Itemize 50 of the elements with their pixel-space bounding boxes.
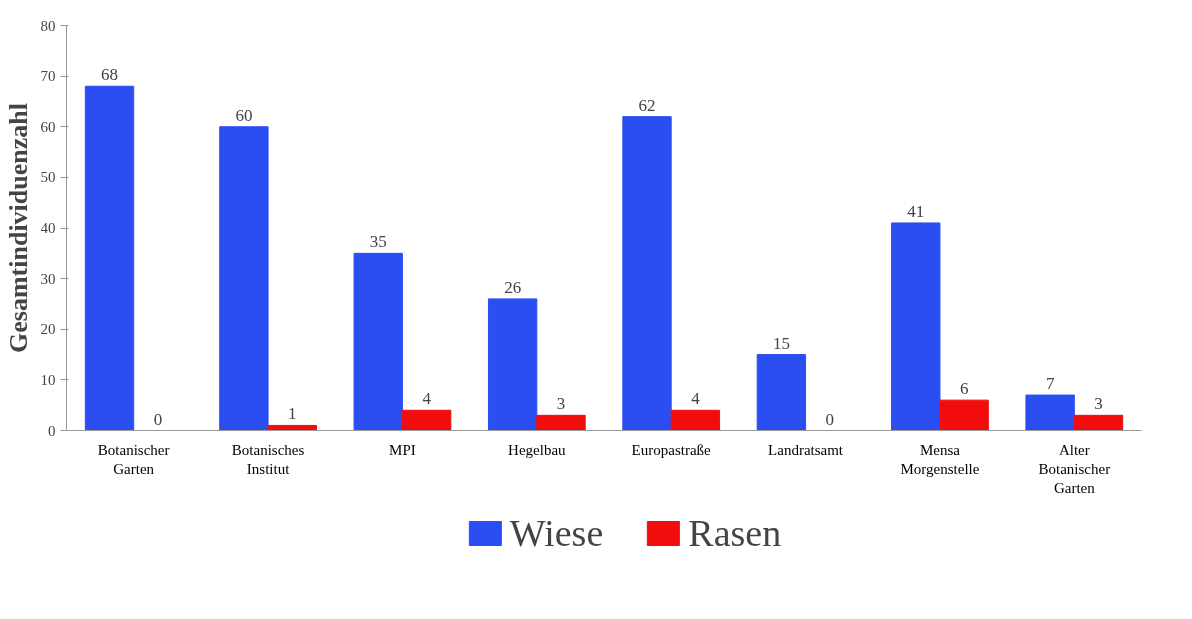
x-tick-label: Alter Botanischer Garten [1038, 441, 1111, 496]
data-label: 62 [638, 95, 656, 115]
bar [84, 85, 135, 431]
bar [1025, 394, 1075, 431]
x-tick-label: Botanischer Garten [97, 441, 170, 477]
data-label: 26 [504, 277, 522, 297]
x-tick-label: Mensa Morgenstelle [900, 441, 980, 477]
bar [1073, 414, 1124, 431]
data-label: 0 [825, 409, 834, 429]
y-tick-label: 10 [40, 371, 56, 388]
x-tick-label: Europastraße [631, 441, 712, 458]
data-label: 4 [691, 389, 701, 409]
data-label: 3 [1094, 394, 1103, 414]
y-tick-label: 30 [40, 270, 56, 287]
data-label: 3 [556, 394, 566, 414]
y-tick-label: 70 [40, 68, 56, 85]
x-tick-label: Hegelbau [508, 441, 567, 458]
y-tick-label: 40 [40, 220, 56, 236]
legend-label: Rasen [688, 511, 782, 555]
y-tick-label: 0 [48, 422, 56, 439]
bar [622, 116, 672, 431]
data-label: 60 [235, 105, 253, 125]
bar [756, 354, 807, 431]
data-label: 68 [101, 65, 118, 85]
bar [891, 222, 941, 431]
bar [939, 399, 989, 431]
data-label: 15 [772, 333, 790, 353]
legend-label: Wiese [509, 511, 604, 555]
y-tick-label: 50 [40, 169, 56, 186]
bar [487, 298, 538, 431]
bar [536, 414, 586, 431]
data-label: 35 [369, 232, 387, 252]
bar [353, 252, 403, 431]
data-label: 6 [959, 379, 969, 399]
x-tick-label: MPI [389, 441, 416, 458]
data-label: 4 [422, 389, 432, 409]
bar [219, 126, 269, 431]
y-tick-label: 80 [40, 17, 56, 34]
y-tick-label: 60 [40, 118, 56, 135]
data-label: 0 [153, 409, 163, 429]
x-tick-label: Botanisches Institut [231, 441, 305, 477]
y-axis-title: Gesamtindividuenzahl [3, 103, 33, 353]
data-label: 1 [288, 404, 297, 424]
y-tick-label: 20 [40, 321, 56, 338]
bar [401, 409, 452, 431]
x-tick-label: Landratsamt [768, 441, 844, 458]
bar [670, 409, 721, 431]
data-label: 7 [1045, 374, 1055, 394]
bar [267, 424, 317, 431]
data-label: 41 [907, 201, 925, 221]
